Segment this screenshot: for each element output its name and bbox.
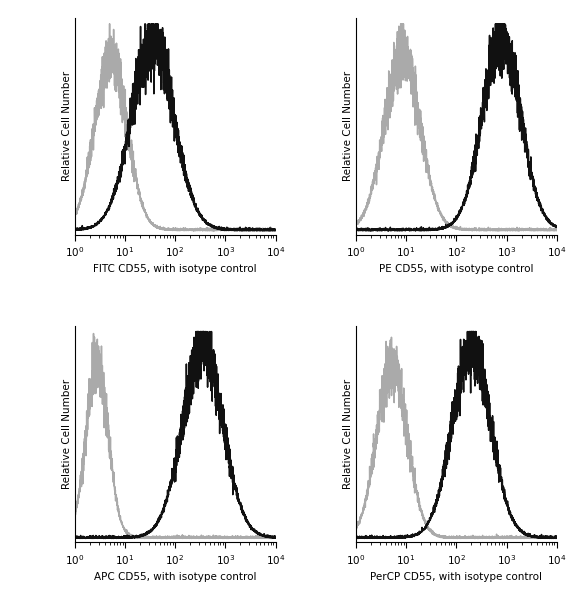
Y-axis label: Relative Cell Number: Relative Cell Number — [62, 71, 72, 181]
X-axis label: PE CD55, with isotype control: PE CD55, with isotype control — [379, 265, 534, 274]
X-axis label: APC CD55, with isotype control: APC CD55, with isotype control — [94, 572, 257, 582]
X-axis label: FITC CD55, with isotype control: FITC CD55, with isotype control — [93, 265, 257, 274]
Y-axis label: Relative Cell Number: Relative Cell Number — [343, 379, 353, 489]
Y-axis label: Relative Cell Number: Relative Cell Number — [62, 379, 72, 489]
Y-axis label: Relative Cell Number: Relative Cell Number — [343, 71, 353, 181]
X-axis label: PerCP CD55, with isotype control: PerCP CD55, with isotype control — [370, 572, 542, 582]
